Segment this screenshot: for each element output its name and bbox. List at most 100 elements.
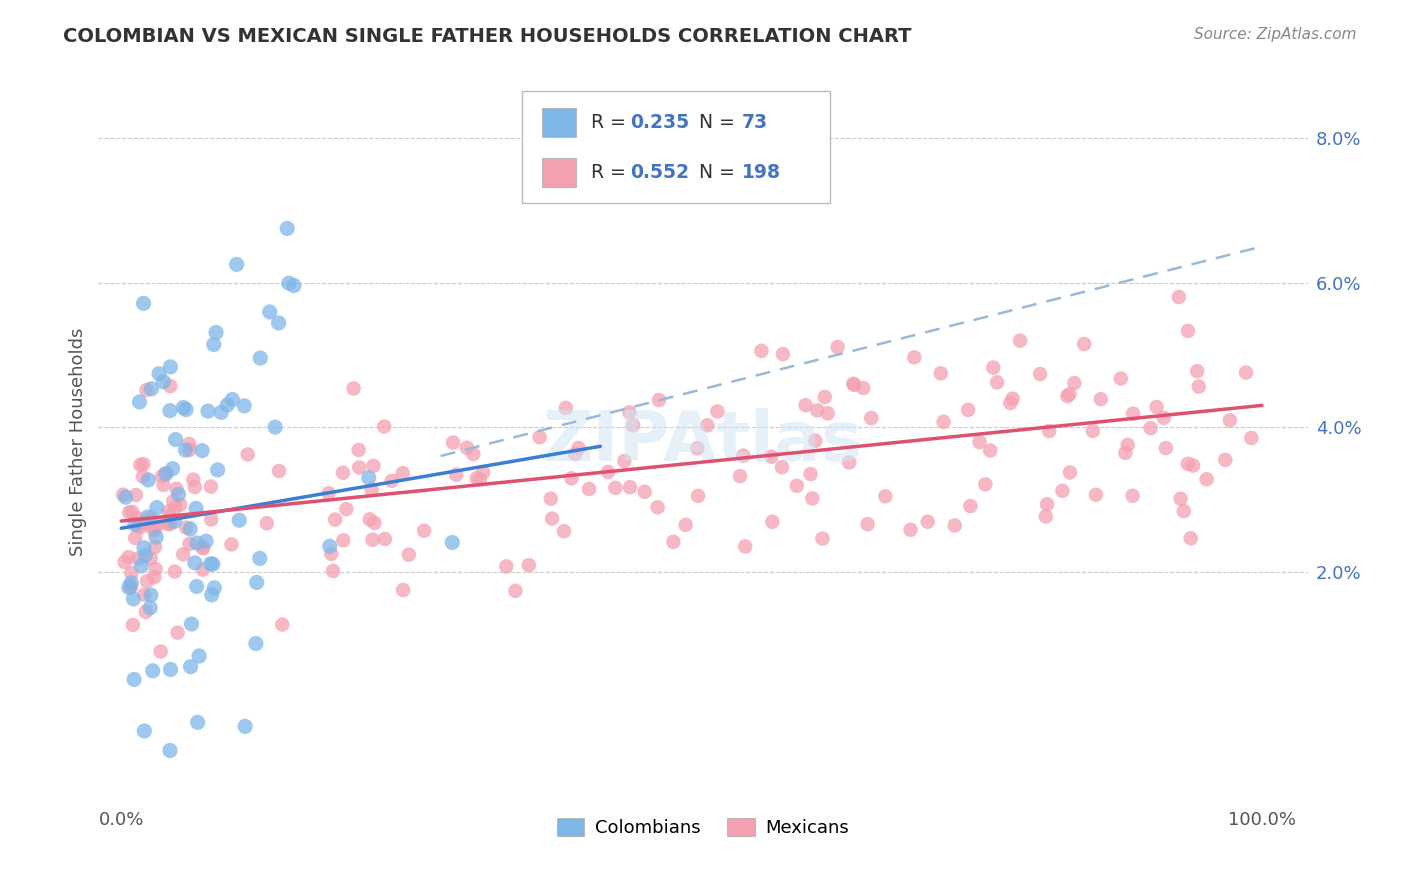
Point: [363, 516, 385, 530]
Point: [118, 505, 141, 519]
Point: [1008, 334, 1031, 348]
Point: [150, 469, 173, 483]
Point: [318, 486, 340, 500]
Point: [136, 574, 159, 589]
Point: [900, 523, 922, 537]
Point: [361, 533, 384, 547]
Point: [233, 399, 256, 413]
Point: [187, 715, 209, 730]
Point: [217, 398, 239, 412]
Point: [152, 478, 174, 492]
Point: [201, 558, 224, 572]
Point: [342, 382, 364, 396]
Point: [127, 519, 149, 533]
Point: [221, 392, 243, 407]
Point: [143, 570, 166, 584]
Point: [245, 636, 267, 650]
Point: [139, 551, 162, 566]
FancyBboxPatch shape: [522, 91, 830, 203]
Point: [578, 482, 600, 496]
Point: [1122, 407, 1144, 421]
Point: [686, 489, 709, 503]
Point: [1059, 387, 1081, 401]
Point: [169, 498, 191, 512]
Point: [246, 575, 269, 590]
Point: [359, 512, 381, 526]
Point: [127, 551, 149, 566]
Point: [145, 562, 167, 576]
Point: [969, 435, 991, 450]
FancyBboxPatch shape: [543, 158, 576, 187]
Point: [761, 450, 783, 464]
Point: [335, 502, 357, 516]
Point: [605, 481, 627, 495]
Point: [728, 469, 751, 483]
Point: [159, 516, 181, 531]
Point: [128, 395, 150, 409]
Point: [917, 515, 939, 529]
Point: [142, 664, 165, 678]
Point: [321, 547, 343, 561]
Point: [529, 430, 551, 444]
Point: [391, 466, 413, 480]
Point: [1035, 509, 1057, 524]
Point: [191, 541, 214, 556]
Point: [844, 377, 866, 392]
Point: [159, 359, 181, 374]
Point: [124, 531, 146, 545]
Point: [200, 480, 222, 494]
Point: [162, 494, 184, 508]
Point: [233, 719, 256, 733]
Point: [179, 437, 201, 451]
Point: [772, 347, 794, 361]
Point: [132, 515, 155, 529]
Point: [209, 405, 232, 419]
Point: [596, 465, 619, 479]
Point: [138, 473, 160, 487]
Point: [264, 420, 287, 434]
Text: 198: 198: [742, 163, 780, 182]
Legend: Colombians, Mexicans: Colombians, Mexicans: [550, 811, 856, 845]
Point: [634, 484, 657, 499]
Point: [1180, 531, 1202, 545]
Point: [613, 454, 636, 468]
Point: [134, 549, 156, 563]
Point: [662, 535, 685, 549]
Point: [564, 447, 586, 461]
Point: [181, 473, 204, 487]
Point: [146, 500, 169, 515]
Point: [806, 403, 828, 417]
Point: [1173, 504, 1195, 518]
Point: [191, 443, 214, 458]
Point: [648, 392, 671, 407]
Point: [568, 441, 591, 455]
Point: [517, 558, 540, 573]
Point: [142, 524, 165, 538]
Point: [619, 405, 641, 419]
Point: [932, 415, 955, 429]
Point: [398, 548, 420, 562]
Point: [553, 524, 575, 538]
Point: [319, 539, 342, 553]
Point: [120, 580, 142, 594]
Point: [197, 404, 219, 418]
Point: [148, 367, 170, 381]
Point: [163, 515, 186, 529]
Point: [159, 509, 181, 524]
Point: [751, 343, 773, 358]
Point: [143, 540, 166, 554]
Point: [1153, 410, 1175, 425]
Point: [441, 535, 464, 549]
Point: [141, 382, 163, 396]
Point: [1084, 488, 1107, 502]
Point: [903, 351, 925, 365]
Point: [184, 501, 207, 516]
Point: [136, 516, 159, 530]
Point: [770, 460, 793, 475]
Point: [135, 605, 157, 619]
Point: [814, 390, 837, 404]
Point: [804, 434, 827, 448]
Point: [360, 483, 382, 497]
Point: [186, 536, 208, 550]
Point: [184, 556, 207, 570]
